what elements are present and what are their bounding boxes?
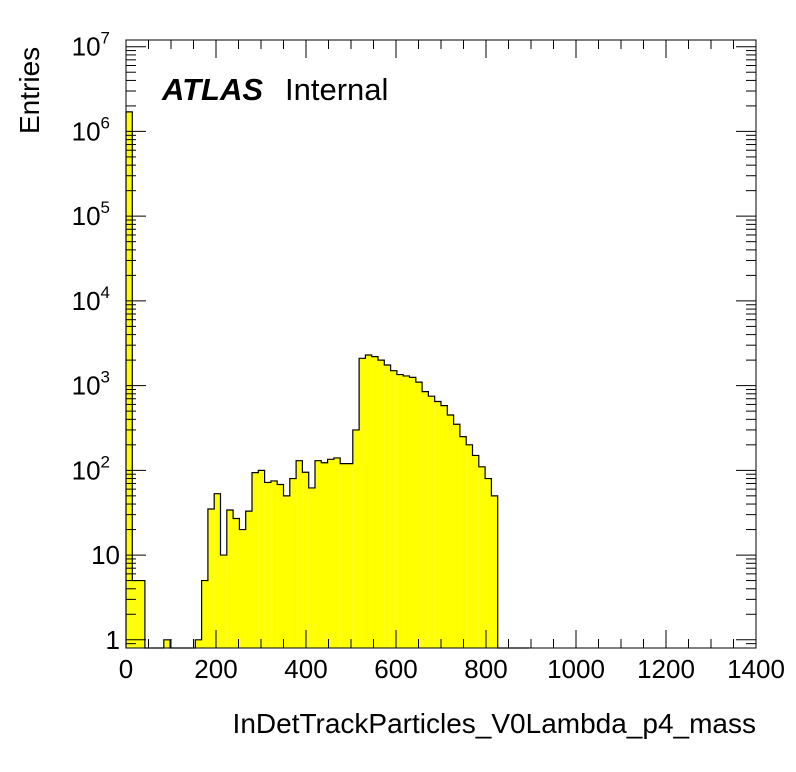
histogram-bin bbox=[270, 480, 278, 648]
histogram-bin bbox=[163, 639, 171, 648]
histogram-bin bbox=[126, 111, 133, 648]
x-tick-label: 1400 bbox=[727, 654, 785, 684]
histogram-bin bbox=[371, 356, 378, 648]
histogram-bin bbox=[459, 436, 467, 648]
histogram-bin bbox=[258, 470, 265, 648]
y-tick-label: 10 bbox=[91, 540, 120, 570]
y-tick-label: 106 bbox=[72, 113, 110, 146]
x-tick-label: 800 bbox=[464, 654, 507, 684]
histogram-bin bbox=[195, 639, 202, 648]
histogram-bin bbox=[434, 401, 441, 648]
y-axis-title: Entries bbox=[14, 47, 45, 134]
histogram-bin bbox=[239, 529, 246, 648]
y-axis-ticks bbox=[126, 46, 756, 649]
histogram-bin bbox=[296, 460, 303, 648]
histogram-bin bbox=[264, 482, 271, 648]
histogram-bin bbox=[226, 510, 234, 648]
histogram-bin bbox=[365, 354, 372, 648]
histogram-bin bbox=[466, 444, 473, 648]
x-tick-label: 600 bbox=[374, 654, 417, 684]
histogram-bin bbox=[201, 580, 208, 648]
atlas-label-bold: ATLAS bbox=[161, 72, 263, 107]
histogram-bin bbox=[472, 455, 479, 648]
histogram-bin bbox=[422, 391, 429, 648]
histogram-bin bbox=[245, 511, 252, 648]
histogram-bin bbox=[138, 580, 145, 648]
histogram-bin bbox=[327, 459, 334, 648]
y-tick-label: 107 bbox=[72, 29, 110, 62]
histogram-bin bbox=[359, 358, 366, 648]
histogram-bin bbox=[220, 555, 227, 648]
histogram-bin bbox=[207, 508, 215, 648]
y-tick-label: 104 bbox=[72, 283, 110, 316]
histogram-bin bbox=[447, 414, 454, 648]
histogram-bin bbox=[390, 370, 397, 648]
histogram-bars bbox=[125, 111, 530, 649]
histogram-bin bbox=[409, 377, 416, 648]
x-axis-ticks bbox=[125, 40, 757, 648]
x-tick-label: 400 bbox=[284, 654, 327, 684]
x-tick-label: 1000 bbox=[547, 654, 605, 684]
y-tick-label: 1 bbox=[106, 625, 120, 655]
histogram-bin bbox=[352, 429, 360, 648]
x-tick-labels: 0 200 400 600 800 1000 1200 1400 bbox=[119, 654, 785, 684]
histogram-bin bbox=[491, 495, 498, 648]
histogram-bin bbox=[403, 375, 410, 648]
x-axis-title: InDetTrackParticles_V0Lambda_p4_mass bbox=[233, 708, 756, 739]
y-tick-label: 105 bbox=[72, 198, 110, 231]
histogram-bin bbox=[321, 462, 328, 648]
histogram-bin bbox=[428, 396, 435, 648]
atlas-label-plain: Internal bbox=[285, 72, 388, 107]
histogram-bin bbox=[346, 463, 353, 648]
atlas-label: ATLAS Internal bbox=[161, 72, 388, 107]
histogram-bin bbox=[283, 495, 290, 648]
histogram-bin bbox=[252, 472, 259, 648]
y-tick-label: 102 bbox=[72, 452, 110, 485]
histogram-outline bbox=[125, 111, 530, 649]
histogram-bin bbox=[289, 478, 297, 648]
histogram-bin bbox=[214, 493, 221, 648]
histogram-bin bbox=[340, 463, 347, 648]
histogram-bin bbox=[485, 478, 492, 648]
y-tick-label: 103 bbox=[72, 368, 110, 401]
histogram-bin bbox=[233, 518, 240, 648]
histogram-bin bbox=[277, 484, 284, 648]
x-tick-label: 1200 bbox=[637, 654, 695, 684]
histogram-bin bbox=[302, 472, 309, 648]
histogram-bin bbox=[415, 382, 423, 648]
histogram-bin bbox=[453, 424, 460, 648]
histogram-bin bbox=[315, 460, 322, 648]
histogram-bin bbox=[308, 487, 315, 648]
histogram-bin bbox=[378, 360, 385, 648]
histogram-bin bbox=[441, 405, 448, 648]
x-tick-label: 200 bbox=[194, 654, 237, 684]
x-tick-label: 0 bbox=[119, 654, 133, 684]
histogram-bin bbox=[478, 466, 486, 648]
histogram-bin bbox=[333, 457, 341, 648]
histogram-bin bbox=[396, 374, 404, 648]
y-tick-labels: 1 10 102 103 104 105 106 107 bbox=[72, 29, 120, 655]
histogram-bin bbox=[384, 365, 391, 648]
